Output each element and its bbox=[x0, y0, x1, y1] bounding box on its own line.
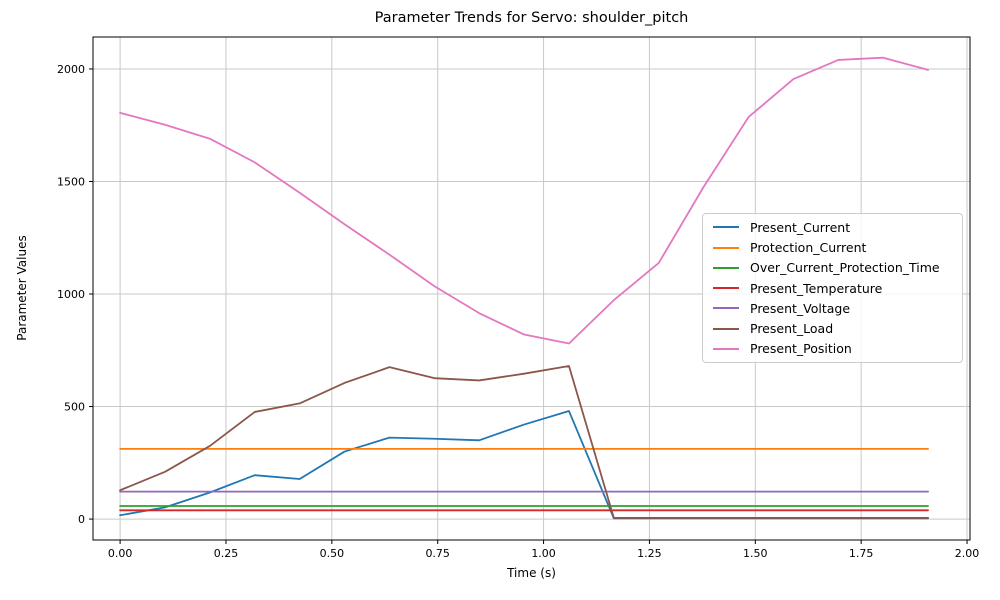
legend-label: Present_Load bbox=[750, 321, 834, 336]
tick-marks bbox=[89, 68, 968, 544]
legend-line-swatch bbox=[713, 327, 739, 330]
series-line-present_current bbox=[119, 410, 929, 520]
legend-line-swatch bbox=[713, 307, 739, 310]
x-tick-label: 1.00 bbox=[531, 547, 556, 560]
x-axis-label: Time (s) bbox=[507, 566, 556, 580]
legend-label: Protection_Current bbox=[750, 240, 867, 255]
legend-item-present_position: Present_Position bbox=[711, 340, 954, 358]
y-tick-label: 1500 bbox=[57, 175, 85, 188]
legend-label: Present_Position bbox=[750, 341, 852, 357]
axes-spines bbox=[92, 36, 971, 541]
series-lines bbox=[119, 56, 929, 520]
legend-item-present_voltage: Present_Voltage bbox=[711, 299, 954, 317]
legend-item-present_current: Present_Current bbox=[711, 218, 954, 236]
series-line-present_load bbox=[119, 365, 929, 519]
y-axis-label: Parameter Values bbox=[15, 235, 29, 341]
y-tick-label: 1000 bbox=[57, 288, 85, 301]
legend-item-present_load: Present_Load bbox=[711, 320, 954, 338]
x-tick-label: 0.25 bbox=[214, 547, 239, 560]
legend-line-swatch bbox=[713, 226, 739, 229]
x-tick-label: 1.75 bbox=[849, 547, 874, 560]
x-tick-label: 2.00 bbox=[955, 547, 980, 560]
x-tick-labels: 0.00 0.25 0.50 0.75 1.00 1.25 1.50 1.75 2.00 bbox=[108, 547, 979, 560]
legend-line-swatch bbox=[713, 347, 739, 350]
legend-label: Over_Current_Protection_Time bbox=[750, 260, 940, 276]
y-tick-label: 0 bbox=[78, 513, 85, 526]
x-tick-label: 1.25 bbox=[637, 547, 662, 560]
series-line-present_position bbox=[119, 56, 929, 345]
y-tick-label: 500 bbox=[64, 401, 85, 414]
legend-line-swatch bbox=[713, 246, 739, 249]
x-tick-label: 0.50 bbox=[320, 547, 345, 560]
legend-item-protection_current: Protection_Current bbox=[711, 239, 954, 257]
x-tick-label: 0.75 bbox=[425, 547, 450, 560]
y-tick-labels: 0 500 1000 1500 2000 bbox=[57, 63, 85, 526]
legend-item-present_temperature: Present_Temperature bbox=[711, 279, 954, 297]
legend-label: Present_Voltage bbox=[750, 300, 851, 316]
y-tick-label: 2000 bbox=[57, 63, 85, 76]
plot-border bbox=[92, 36, 971, 541]
legend-label: Present_Temperature bbox=[750, 280, 883, 296]
legend-line-swatch bbox=[713, 266, 739, 269]
legend-label: Present_Current bbox=[750, 219, 851, 235]
legend-line-swatch bbox=[713, 287, 739, 289]
x-tick-label: 1.50 bbox=[743, 547, 768, 560]
legend-item-over_current_protection_time: Over_Current_Protection_Time bbox=[711, 259, 954, 277]
legend: Present_Current Protection_Current Over_Cu… bbox=[702, 213, 963, 363]
chart-title: Parameter Trends for Servo: shoulder_pit… bbox=[374, 10, 689, 26]
x-tick-label: 0.00 bbox=[108, 547, 133, 560]
